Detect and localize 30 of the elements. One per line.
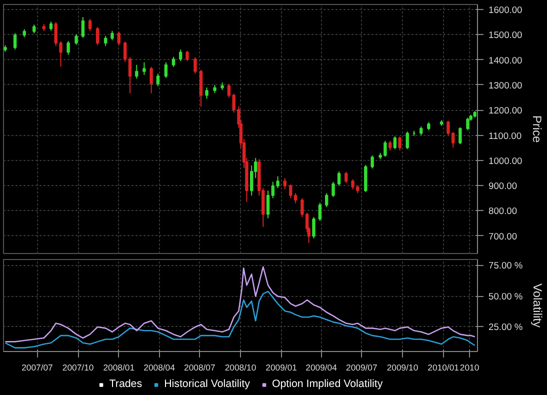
y-tick-label: 75.00 % — [488, 260, 523, 271]
y-tick-label: 1100.00 — [488, 130, 522, 141]
y-tick-label: 800.00 — [488, 206, 518, 216]
y-tick-label: 1000.00 — [488, 156, 522, 166]
x-tick-label: 2009/04 — [306, 362, 338, 372]
x-tick-label: 2009/07 — [346, 362, 378, 372]
y-tick-label: 1400.00 — [488, 55, 522, 66]
x-tick-label: 2010 — [460, 362, 480, 372]
y-tick-label: 1200.00 — [488, 106, 522, 116]
y-tick-label: 1300.00 — [488, 80, 522, 90]
legend-label: Option Implied Volatility — [272, 378, 383, 390]
x-tick-label: 2010/01 — [428, 362, 460, 372]
y-axis-title: Volatility — [530, 283, 545, 328]
x-tick-label: 2008/01 — [103, 362, 135, 372]
x-tick-label: 2008/07 — [184, 362, 216, 372]
x-tick-label: 2007/07 — [22, 362, 54, 372]
y-tick-label: 1500.00 — [488, 30, 522, 40]
y-tick-label: 50.00 % — [488, 291, 523, 302]
y-tick-label: 1600.00 — [488, 5, 522, 16]
x-tick-label: 2008/04 — [144, 362, 176, 372]
y-tick-label: 25.00 % — [488, 322, 523, 332]
x-tick-label: 2007/10 — [62, 362, 94, 372]
legend-label: Historical Volatility — [164, 378, 250, 390]
x-tick-label: 2009/01 — [266, 362, 298, 372]
y-tick-label: 900.00 — [488, 181, 518, 192]
x-tick-label: 2009/10 — [386, 362, 418, 372]
text: Trades — [109, 378, 142, 390]
y-tick-label: 700.00 — [488, 231, 518, 242]
x-tick-label: 2008/10 — [224, 362, 256, 372]
y-axis-title: Price — [530, 115, 544, 143]
